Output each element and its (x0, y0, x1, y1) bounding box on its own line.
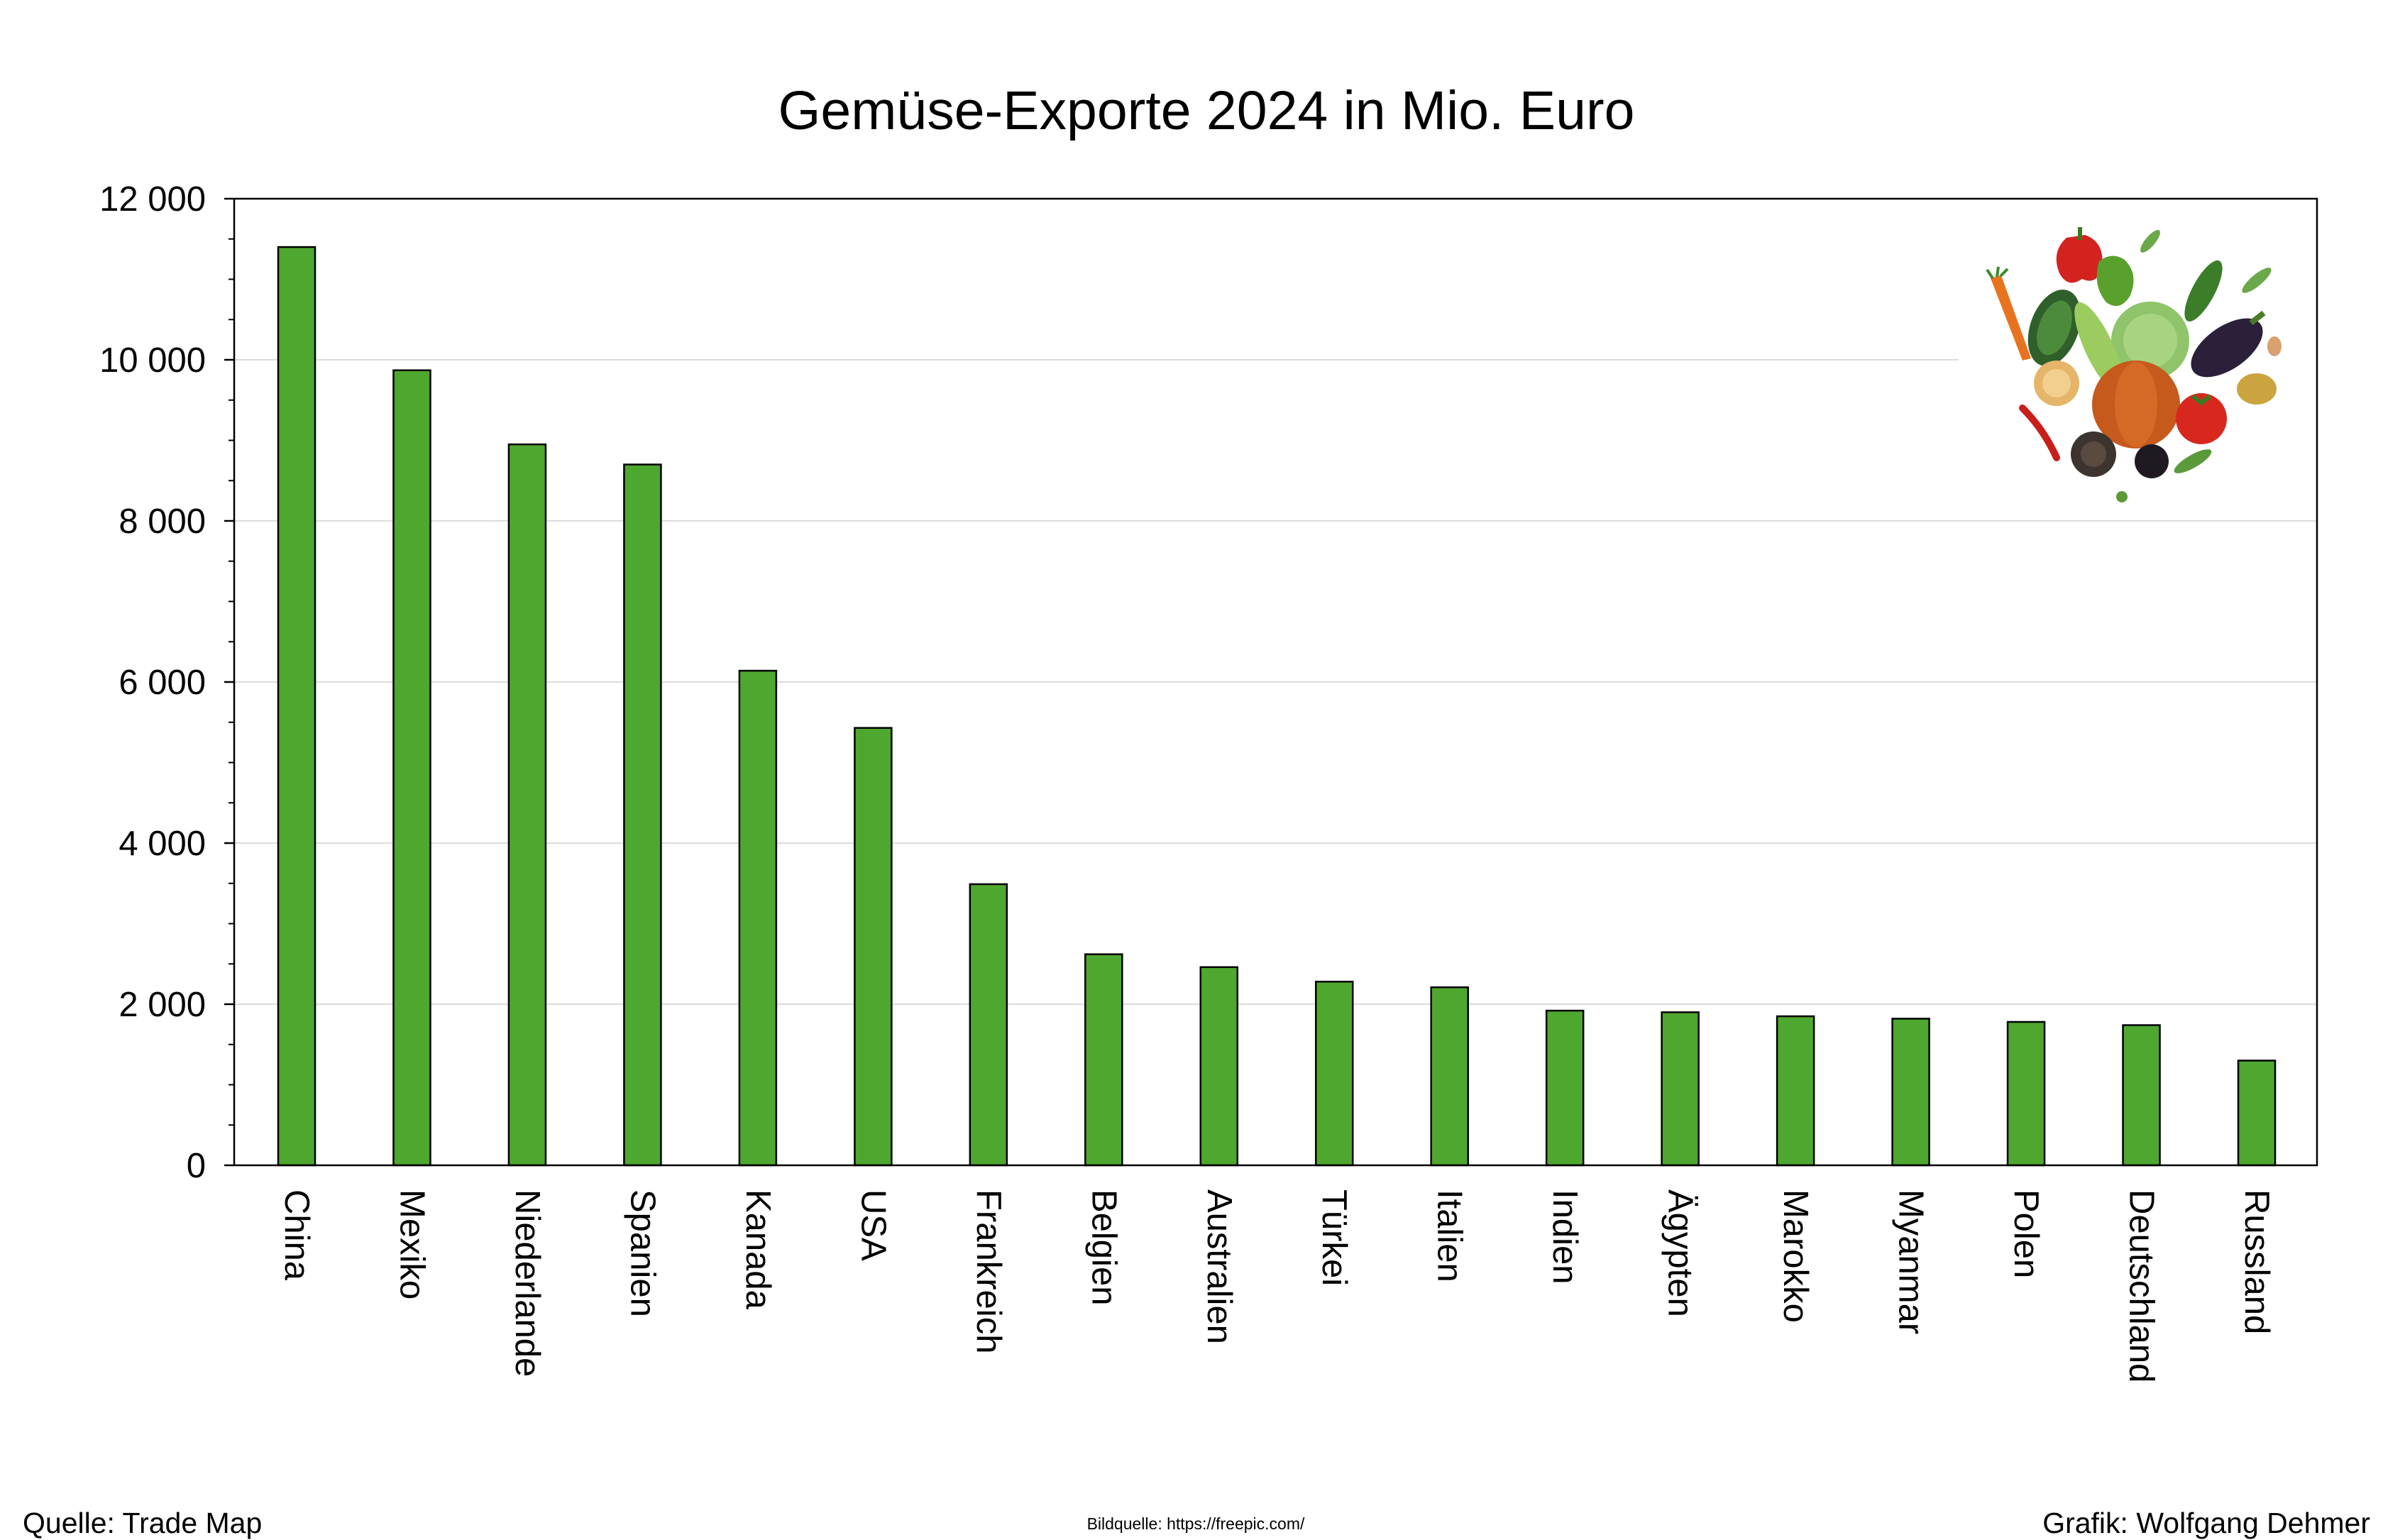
bar-deutschland (2122, 1024, 2161, 1167)
y-tick-label: 2 000 (119, 986, 206, 1024)
y-tick-label: 8 000 (119, 502, 206, 541)
bar-usa (854, 727, 893, 1167)
y-axis: 0 2 000 4 000 6 000 8 000 10 000 12 000 (99, 180, 234, 1185)
x-category-label: Türkei (1315, 1189, 1353, 1286)
x-category-label: Myanmar (1892, 1189, 1930, 1334)
y-tick-label: 6 000 (119, 664, 206, 702)
x-category-label: Kanada (739, 1189, 777, 1310)
bar-marokko (1776, 1015, 1815, 1167)
x-category-label: USA (854, 1189, 892, 1261)
bar-mexiko (392, 369, 431, 1167)
x-category-label: China (277, 1189, 316, 1281)
chart-title: Gemüse-Exporte 2024 in Mio. Euro (778, 80, 1635, 141)
y-tick-label: 0 (187, 1147, 206, 1185)
bar-kanada (738, 669, 778, 1167)
bar-indien (1545, 1009, 1585, 1167)
y-tick-label: 4 000 (119, 825, 206, 863)
vegetables-illustration-icon (1959, 202, 2317, 515)
bar-australien (1199, 966, 1239, 1167)
y-tick-label: 10 000 (99, 341, 206, 380)
bar-russland (2237, 1060, 2277, 1167)
bar-italien (1430, 986, 1469, 1167)
bars (277, 246, 2277, 1167)
bar-spanien (623, 463, 662, 1167)
bar-frankreich (969, 883, 1008, 1167)
source-note: Quelle: Trade Map (23, 1507, 262, 1539)
x-category-label: Australien (1200, 1189, 1238, 1344)
x-category-label: Polen (2007, 1189, 2045, 1278)
x-category-label: Marokko (1776, 1189, 1815, 1323)
author-note: Grafik: Wolfgang Dehmer (2042, 1507, 2370, 1539)
x-category-label: Ägypten (1661, 1189, 1700, 1317)
bar-belgien (1084, 953, 1123, 1167)
x-axis-labels: China Mexiko Niederlande Spanien Kanada USA Fr… (277, 1189, 2276, 1382)
bar-türkei (1314, 980, 1354, 1167)
bar-niederlande (507, 443, 547, 1167)
bar-china (277, 246, 317, 1167)
x-category-label: Mexiko (392, 1189, 431, 1299)
x-category-label: Frankreich (969, 1189, 1008, 1353)
bar-ägypten (1661, 1011, 1700, 1167)
bar-myanmar (1891, 1018, 1930, 1167)
x-category-label: Italien (1431, 1189, 1469, 1282)
bar-polen (2006, 1021, 2046, 1167)
x-category-label: Spanien (623, 1189, 661, 1317)
x-category-label: Indien (1546, 1189, 1584, 1285)
gridlines (234, 359, 2317, 1005)
x-category-label: Belgien (1084, 1189, 1123, 1305)
image-credit-note: Bildquelle: https://freepic.com/ (1087, 1514, 1305, 1533)
y-tick-label: 12 000 (99, 180, 206, 219)
x-category-label: Russland (2238, 1189, 2276, 1334)
x-category-label: Niederlande (508, 1189, 546, 1377)
x-category-label: Deutschland (2123, 1189, 2161, 1382)
